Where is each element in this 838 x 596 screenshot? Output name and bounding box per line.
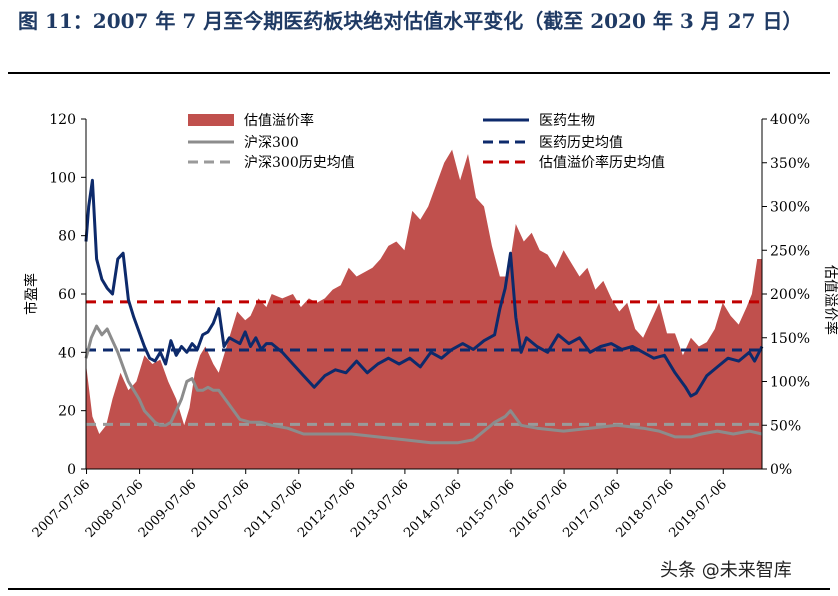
title-divider bbox=[8, 72, 830, 74]
left-tick-label: 100 bbox=[49, 170, 76, 186]
x-tick-label: 2019-07-06 bbox=[666, 477, 730, 541]
right-tick-label: 150% bbox=[770, 331, 810, 347]
right-tick-label: 400% bbox=[770, 112, 810, 128]
left-tick-label: 40 bbox=[58, 345, 76, 361]
right-tick-label: 50% bbox=[770, 418, 801, 434]
legend-item: 沪深300历史均值 bbox=[188, 155, 355, 171]
y-axis-right-title: 估值溢价率 bbox=[822, 265, 838, 335]
page-title: 图 11：2007 年 7 月至今期医药板块绝对估值水平变化（截至 2020 年… bbox=[18, 9, 803, 33]
left-tick-label: 80 bbox=[58, 229, 76, 245]
legend-item: 估值溢价率 bbox=[188, 112, 314, 129]
legend-label: 估值溢价率 bbox=[244, 112, 314, 129]
right-tick-label: 100% bbox=[770, 375, 810, 391]
series-line-1 bbox=[84, 178, 764, 398]
legend-label: 医药生物 bbox=[539, 113, 595, 129]
watermark: 头条 @未来智库 bbox=[660, 560, 792, 581]
right-tick-label: 350% bbox=[770, 156, 810, 172]
series-lines-layer bbox=[84, 178, 764, 445]
legend-label: 医药历史均值 bbox=[539, 135, 623, 151]
legend-label: 沪深300 bbox=[244, 135, 299, 151]
left-tick-label: 120 bbox=[49, 112, 76, 128]
legend-item: 医药生物 bbox=[483, 113, 595, 129]
legend-label: 估值溢价率历史均值 bbox=[539, 154, 665, 171]
left-tick-label: 20 bbox=[58, 404, 76, 420]
average-lines-layer bbox=[86, 300, 762, 426]
legend-item: 估值溢价率历史均值 bbox=[483, 154, 665, 171]
right-tick-label: 250% bbox=[770, 243, 810, 259]
y-axis-left-title: 市盈率 bbox=[23, 273, 40, 315]
legend-label: 沪深300历史均值 bbox=[244, 155, 355, 171]
legend-swatch bbox=[188, 114, 234, 126]
right-tick-label: 300% bbox=[770, 200, 810, 216]
series-premium-area bbox=[86, 149, 762, 469]
right-tick-label: 0% bbox=[770, 462, 792, 478]
right-tick-label: 200% bbox=[770, 287, 810, 303]
left-tick-label: 60 bbox=[58, 287, 76, 303]
left-tick-label: 0 bbox=[67, 462, 76, 478]
series-line-2 bbox=[84, 324, 763, 445]
bottom-divider bbox=[8, 588, 830, 590]
premium-area-layer bbox=[86, 149, 762, 469]
legend-item: 沪深300 bbox=[188, 135, 299, 151]
legend-item: 医药历史均值 bbox=[483, 135, 623, 151]
